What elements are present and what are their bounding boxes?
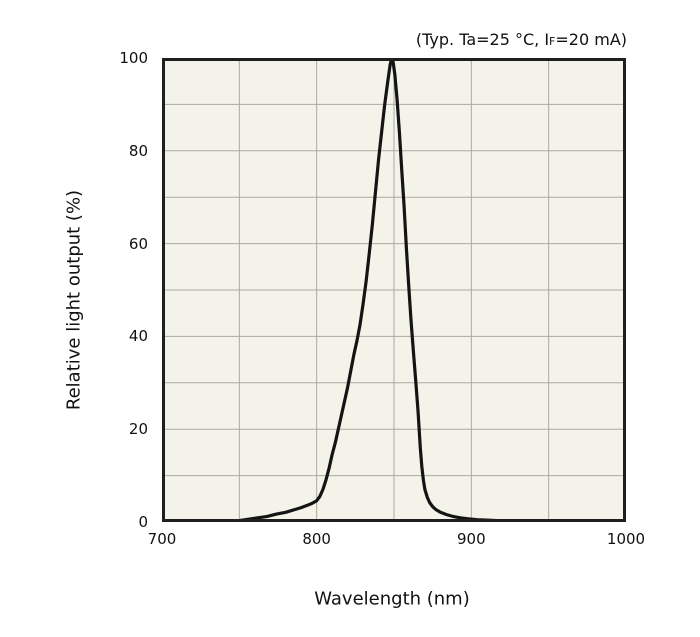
spectrum-curve xyxy=(219,58,548,522)
plot-border xyxy=(162,58,626,522)
y-tick-label: 80 xyxy=(128,141,148,160)
y-tick-label: 0 xyxy=(138,513,148,531)
x-axis-title: Wavelength (nm) xyxy=(314,588,470,610)
annotation-subscript: F xyxy=(549,35,556,48)
plot-area xyxy=(162,58,626,522)
y-tick-label: 60 xyxy=(128,234,148,253)
y-tick-label: 100 xyxy=(119,49,148,67)
x-tick-label: 1000 xyxy=(606,530,646,548)
x-tick-label: 900 xyxy=(457,530,486,548)
x-tick-label: 700 xyxy=(147,530,177,548)
chart-condition-annotation: (Typ. Ta=25 °C, IF=20 mA) xyxy=(416,30,627,49)
y-tick-label: 20 xyxy=(128,420,148,439)
y-axis-title: Relative light output (%) xyxy=(63,189,85,411)
annotation-suffix: =20 mA) xyxy=(555,30,627,49)
annotation-prefix: (Typ. Ta=25 °C, I xyxy=(415,30,550,49)
y-tick-label: 40 xyxy=(128,327,148,346)
x-tick-label: 800 xyxy=(302,530,331,548)
